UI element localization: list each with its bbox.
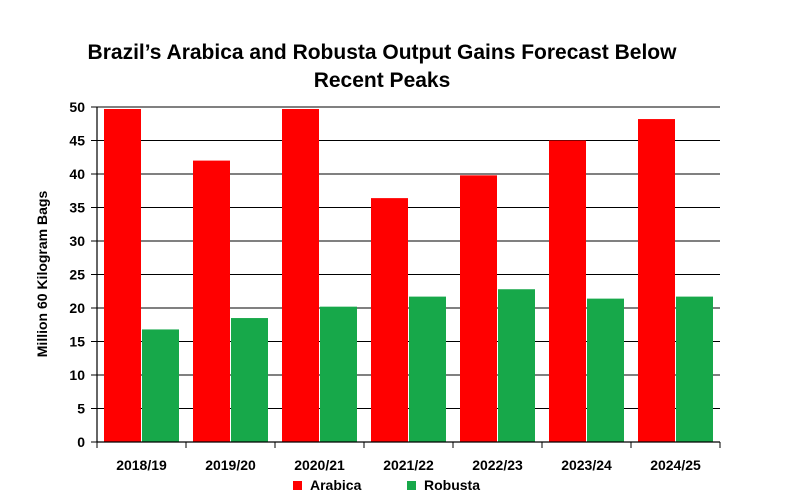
chart-title: Brazil’s Arabica and Robusta Output Gain… [88,41,678,92]
bar-robusta-2018-19 [142,329,179,442]
x-tick-label: 2022/23 [472,457,523,473]
y-tick-label: 10 [69,367,85,383]
bar-arabica-2022-23 [460,175,497,442]
y-tick-label: 0 [77,434,85,450]
legend-swatch-robusta [407,481,416,490]
legend-label-robusta: Robusta [424,477,480,493]
bar-arabica-2021-22 [371,198,408,442]
x-tick-label: 2021/22 [383,457,434,473]
y-tick-label: 5 [77,401,85,417]
bar-arabica-2018-19 [104,109,141,442]
y-axis-ticks: 0 5 10 15 20 25 30 35 40 45 50 [69,99,97,450]
x-tick-label: 2023/24 [561,457,612,473]
y-tick-label: 15 [69,334,85,350]
bar-arabica-2024-25 [638,119,675,442]
bar-robusta-2024-25 [676,296,713,442]
bars [104,109,713,442]
y-tick-label: 25 [69,267,85,283]
x-tick-label: 2018/19 [116,457,167,473]
y-tick-label: 20 [69,300,85,316]
x-tick-label: 2019/20 [205,457,256,473]
y-tick-label: 50 [69,99,85,115]
gridlines [97,106,720,409]
bar-arabica-2020-21 [282,109,319,442]
chart-title-line-2: Recent Peaks [314,69,451,92]
bar-robusta-2019-20 [231,318,268,442]
bar-robusta-2021-22 [409,296,446,442]
bar-robusta-2022-23 [498,289,535,442]
x-axis-ticks: 2018/19 2019/20 2020/21 2021/22 2022/23 2023/… [96,442,721,473]
bar-arabica-2023-24 [549,140,586,442]
bar-arabica-2019-20 [193,160,230,442]
chart-title-line-1: Brazil’s Arabica and Robusta Output Gain… [88,41,678,64]
bar-robusta-2023-24 [587,298,624,442]
y-axis-label: Million 60 Kilogram Bags [34,191,50,358]
y-tick-label: 45 [69,133,85,149]
y-tick-label: 30 [69,233,85,249]
y-tick-label: 35 [69,200,85,216]
y-tick-label: 40 [69,166,85,182]
legend-swatch-arabica [293,481,302,490]
bar-robusta-2020-21 [320,306,357,442]
x-tick-label: 2024/25 [650,457,701,473]
legend-label-arabica: Arabica [310,477,362,493]
legend: Arabica Robusta [293,477,480,493]
axes [96,107,720,443]
x-tick-label: 2020/21 [294,457,345,473]
